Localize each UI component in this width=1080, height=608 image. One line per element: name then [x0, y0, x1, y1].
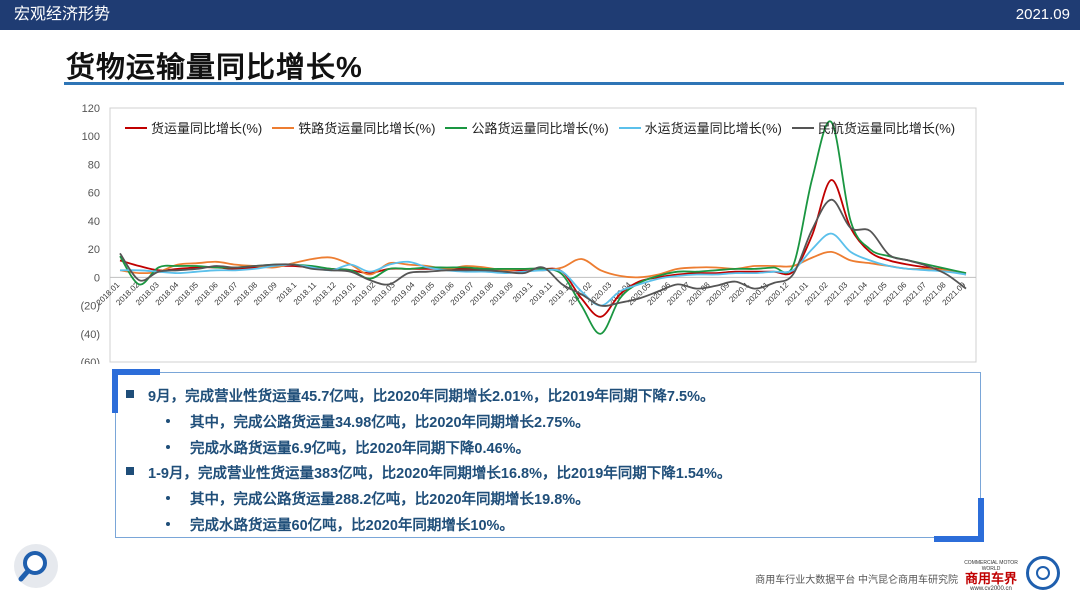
legend-item: 水运货运量同比增长(%) [618, 118, 782, 137]
y-tick-label: 60 [88, 188, 100, 200]
legend-swatch [791, 126, 814, 129]
logo-name: 商用车界 [964, 571, 1017, 586]
bullet-dot [166, 419, 170, 423]
legend-label: 公路货运量同比增长(%) [471, 121, 609, 136]
y-tick-label: (40) [80, 329, 100, 341]
footer-logo: COMMERCIAL MOTOR WORLD 商用车界 www.cv2000.c… [960, 560, 1022, 596]
note-ytd-total: 1-9月，完成营业性货运量383亿吨，比2020年同期增长16.8%，比2019… [148, 466, 732, 482]
legend-item: 铁路货运量同比增长(%) [272, 118, 435, 137]
series-line-4 [119, 232, 967, 307]
legend-swatch [445, 126, 468, 129]
bullet-dot [166, 522, 170, 526]
note-sep-road: 其中，完成公路货运量34.98亿吨，比2020年同期增长2.75%。 [190, 415, 590, 431]
plot-area [109, 107, 977, 363]
note-ytd-road: 其中，完成公路货运量288.2亿吨，比2020年同期增长19.8%。 [190, 492, 590, 508]
search-icon [18, 551, 47, 582]
corner-accent [112, 369, 118, 413]
series-line-3 [119, 120, 967, 335]
y-tick-label: 40 [88, 216, 100, 228]
page-title: 货物运输量同比增长% [66, 52, 363, 84]
legend-label: 铁路货运量同比增长(%) [298, 121, 436, 136]
legend-swatch [272, 126, 295, 129]
series-line-5 [119, 198, 967, 307]
note-sep-water: 完成水路货运量6.9亿吨，比2020年同期下降0.46%。 [190, 441, 531, 457]
logo-url: www.cv2000.cn [970, 586, 1012, 592]
y-tick-label: (20) [80, 301, 100, 313]
legend-swatch [618, 126, 641, 129]
y-tick-label: 100 [82, 131, 100, 143]
cv-badge-icon [1026, 556, 1060, 590]
search-button[interactable] [14, 544, 58, 588]
chart-legend: 货运量同比增长(%) 铁路货运量同比增长(%) 公路货运量同比增长(%) 水运货运量同… [125, 118, 955, 137]
section-label: 宏观经济形势 [0, 0, 125, 30]
series-line-2 [119, 250, 967, 279]
legend-label: 货运量同比增长(%) [151, 121, 263, 136]
footer-credits: 商用车行业大数据平台 中汽昆仑商用车研究院 [755, 575, 958, 586]
y-tick-label: 20 [88, 244, 100, 256]
notes-panel [115, 372, 981, 538]
y-tick-label: 120 [82, 103, 100, 115]
legend-label: 水运货运量同比增长(%) [644, 121, 782, 136]
title-divider [64, 82, 1064, 85]
y-tick-label: (60) [80, 357, 100, 364]
legend-label: 民航货运量同比增长(%) [817, 121, 956, 136]
legend-item: 民航货运量同比增长(%) [791, 118, 956, 137]
note-sep-total: 9月，完成营业性货运量45.7亿吨，比2020年同期增长2.01%，比2019年… [148, 389, 715, 405]
logo-tagline: COMMERCIAL MOTOR WORLD [964, 560, 1018, 572]
report-date: 2021.09 [1015, 6, 1070, 23]
y-tick-label: 0 [94, 272, 100, 284]
chart-canvas: 120100806040200(20)(40)(60)2018.012018.0… [80, 103, 977, 364]
line-chart: 120 100 80 60 40 20 0 (20) (40) (60) 2018.01 2018.0… [80, 98, 980, 364]
note-ytd-water: 完成水路货运量60亿吨，比2020年同期增长10%。 [190, 518, 514, 534]
bullet-square [126, 390, 134, 398]
corner-accent [934, 536, 984, 542]
bullet-dot [166, 445, 170, 449]
top-bar [0, 0, 1080, 30]
legend-swatch [125, 126, 147, 129]
bullet-dot [166, 496, 170, 500]
legend-item: 货运量同比增长(%) [125, 118, 262, 137]
corner-accent [112, 369, 160, 375]
y-tick-label: 80 [88, 159, 100, 171]
bullet-square [126, 467, 134, 475]
corner-accent [978, 498, 984, 542]
legend-item: 公路货运量同比增长(%) [445, 118, 609, 137]
